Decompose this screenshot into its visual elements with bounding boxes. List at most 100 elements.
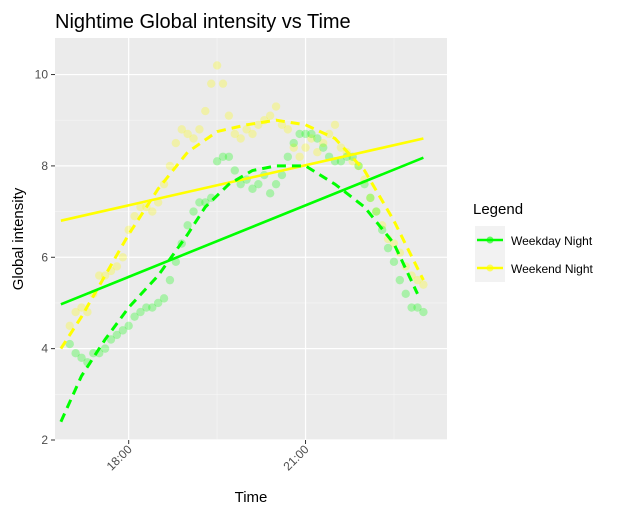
data-point	[224, 152, 234, 161]
data-point	[336, 143, 346, 152]
data-point	[401, 289, 410, 299]
data-point	[130, 211, 139, 221]
data-point	[112, 262, 122, 271]
data-point	[295, 129, 304, 139]
data-point	[242, 125, 251, 134]
grid-minor	[55, 38, 447, 440]
data-point	[254, 179, 263, 189]
data-point	[372, 207, 381, 216]
data-point	[148, 207, 157, 216]
data-point	[289, 138, 298, 148]
y-tick-label: 2	[41, 433, 48, 447]
data-point	[171, 138, 181, 148]
data-point	[224, 111, 234, 120]
legend-keys	[477, 236, 503, 272]
data-point	[265, 189, 275, 198]
data-point	[136, 202, 145, 212]
y-tick-label: 10	[35, 68, 49, 82]
chart-title: Nightime Global intensity vs Time	[55, 11, 351, 33]
data-point	[207, 79, 216, 88]
data-point	[330, 120, 340, 129]
data-point	[124, 321, 133, 330]
data-point	[383, 243, 393, 253]
data-point	[177, 125, 186, 134]
data-point	[236, 179, 245, 189]
y-tick-label: 4	[41, 342, 48, 356]
data-point	[271, 102, 281, 111]
lines-layer	[59, 118, 425, 423]
data-point	[313, 134, 322, 143]
x-tick-label: 18:00	[104, 442, 135, 473]
data-point	[366, 193, 375, 203]
data-point	[189, 134, 198, 143]
data-point	[248, 184, 257, 193]
data-point	[366, 193, 375, 203]
data-point	[271, 179, 281, 189]
data-point	[295, 152, 304, 161]
data-point	[307, 129, 316, 139]
legend-title: Legend	[473, 201, 523, 218]
data-point	[413, 303, 422, 312]
data-point	[189, 207, 198, 216]
data-point	[183, 129, 192, 139]
data-point	[159, 294, 169, 303]
legend-label-weekday: Weekday Night	[511, 234, 593, 248]
data-point	[301, 143, 310, 152]
x-tick-label: 21:00	[281, 442, 312, 473]
data-point	[419, 280, 428, 289]
data-point	[230, 166, 239, 175]
data-point	[372, 207, 381, 216]
data-point	[77, 353, 86, 362]
data-point	[248, 129, 257, 139]
data-point	[265, 111, 275, 120]
legend-label-weekend: Weekend Night	[511, 262, 593, 276]
data-point	[71, 349, 80, 358]
data-point	[218, 79, 228, 88]
data-point	[283, 125, 293, 134]
y-tick-label: 6	[41, 250, 48, 264]
data-point	[212, 157, 222, 166]
data-point	[277, 170, 287, 180]
linear-fit-line	[60, 137, 424, 222]
data-point	[419, 307, 428, 317]
smooth-fit-line	[59, 164, 419, 423]
data-point	[165, 161, 175, 171]
data-point	[236, 134, 245, 143]
data-point	[100, 344, 110, 353]
data-point	[307, 134, 316, 143]
data-point	[65, 339, 74, 349]
data-point	[95, 271, 104, 280]
data-point	[395, 275, 405, 285]
data-point	[319, 143, 328, 152]
data-point	[148, 303, 157, 312]
data-point	[153, 298, 163, 308]
data-point	[254, 120, 263, 129]
data-point	[159, 179, 169, 189]
legend: Legend Weekday Night Weekend Night	[473, 201, 593, 282]
data-point	[319, 138, 328, 148]
y-tick-label: 8	[41, 159, 48, 173]
linear-fit-line	[60, 156, 424, 306]
data-point	[112, 330, 122, 340]
data-point	[130, 312, 139, 321]
data-point	[65, 321, 74, 330]
smooth-fit-line	[59, 118, 425, 350]
data-point	[289, 143, 298, 152]
data-point	[283, 152, 293, 161]
data-point	[142, 303, 151, 312]
data-point	[118, 326, 127, 335]
data-point	[389, 257, 399, 267]
data-point	[106, 335, 116, 344]
data-point	[71, 307, 80, 317]
data-point	[77, 303, 86, 312]
data-point	[324, 129, 334, 139]
legend-key-point	[486, 236, 494, 244]
data-point	[201, 106, 210, 116]
data-point	[407, 303, 416, 312]
grid-major	[55, 38, 447, 441]
x-axis-title: Time	[235, 489, 268, 506]
data-point	[183, 221, 192, 230]
data-point	[218, 152, 228, 161]
